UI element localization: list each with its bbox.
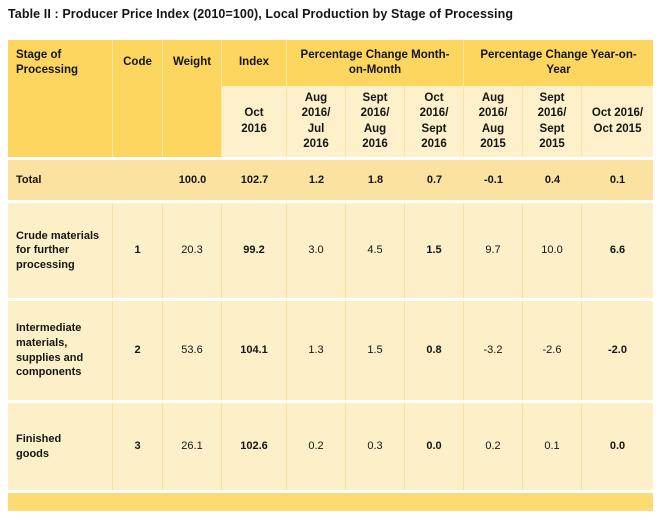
cell-crude-yoy-1: 9.7: [464, 203, 523, 298]
cell-crude-code: 1: [113, 203, 163, 298]
cell-total-code: [113, 160, 163, 200]
cell-crude-mom-1: 3.0: [287, 203, 346, 298]
subheader-yoy-1: Aug 2016/ Aug 2015: [464, 86, 523, 157]
subheader-yoy-2: Sept 2016/ Sept 2015: [523, 86, 582, 157]
subheader-mom-2: Sept 2016/ Aug 2016: [346, 86, 405, 157]
cell-intermediate-yoy-3: -2.0: [582, 301, 653, 400]
cell-intermediate-mom-1: 1.3: [287, 301, 346, 400]
cell-intermediate-mom-2: 1.5: [346, 301, 405, 400]
col-group-mom: Percentage Change Month-on-Month: [287, 40, 464, 86]
cell-intermediate-code: 2: [113, 301, 163, 400]
cell-finished-weight: 26.1: [163, 403, 222, 490]
cell-crude-yoy-3: 6.6: [582, 203, 653, 298]
cell-intermediate-weight: 53.6: [163, 301, 222, 400]
subheader-yoy-3: Oct 2016/ Oct 2015: [582, 86, 653, 157]
cell-crude-yoy-2: 10.0: [523, 203, 582, 298]
cell-finished-mom-3: 0.0: [405, 403, 464, 490]
cell-total-mom-2: 1.8: [346, 160, 405, 200]
cell-total-mom-1: 1.2: [287, 160, 346, 200]
col-header-weight: Weight: [163, 40, 222, 157]
table-title: Table II : Producer Price Index (2010=10…: [8, 7, 514, 21]
cell-total-mom-3: 0.7: [405, 160, 464, 200]
cell-total-index: 102.7: [222, 160, 287, 200]
cell-crude-mom-2: 4.5: [346, 203, 405, 298]
cell-total-weight: 100.0: [163, 160, 222, 200]
cell-crude-weight: 20.3: [163, 203, 222, 298]
col-group-yoy: Percentage Change Year-on-Year: [464, 40, 653, 86]
col-header-index: Index: [222, 40, 287, 86]
table-footer-band: [8, 493, 653, 511]
subheader-index-period: Oct 2016: [222, 86, 287, 157]
col-header-stage: Stage of Processing: [8, 40, 113, 157]
cell-finished-stage: Finished goods: [8, 403, 113, 490]
ppi-table: Stage of Processing Code Weight Index Pe…: [8, 40, 653, 511]
col-header-code: Code: [113, 40, 163, 157]
cell-total-yoy-2: 0.4: [523, 160, 582, 200]
cell-total-yoy-3: 0.1: [582, 160, 653, 200]
cell-intermediate-yoy-2: -2.6: [523, 301, 582, 400]
cell-finished-mom-1: 0.2: [287, 403, 346, 490]
cell-finished-code: 3: [113, 403, 163, 490]
cell-finished-yoy-1: 0.2: [464, 403, 523, 490]
cell-finished-index: 102.6: [222, 403, 287, 490]
cell-intermediate-stage: Intermediate materials, supplies and com…: [8, 301, 113, 400]
subheader-mom-3: Oct 2016/ Sept 2016: [405, 86, 464, 157]
cell-crude-index: 99.2: [222, 203, 287, 298]
cell-crude-stage: Crude materials for further processing: [8, 203, 113, 298]
cell-finished-mom-2: 0.3: [346, 403, 405, 490]
cell-total-yoy-1: -0.1: [464, 160, 523, 200]
cell-finished-yoy-2: 0.1: [523, 403, 582, 490]
cell-intermediate-mom-3: 0.8: [405, 301, 464, 400]
cell-intermediate-index: 104.1: [222, 301, 287, 400]
cell-crude-mom-3: 1.5: [405, 203, 464, 298]
cell-finished-yoy-3: 0.0: [582, 403, 653, 490]
cell-total-stage: Total: [8, 160, 113, 200]
cell-intermediate-yoy-1: -3.2: [464, 301, 523, 400]
subheader-mom-1: Aug 2016/ Jul 2016: [287, 86, 346, 157]
